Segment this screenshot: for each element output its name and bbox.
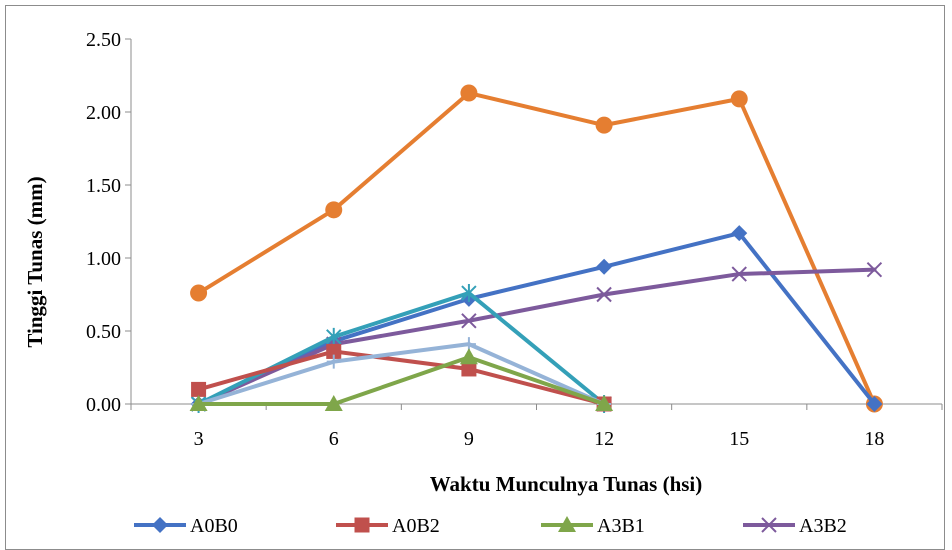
- data-point: [459, 348, 478, 365]
- data-point: [460, 84, 478, 102]
- data-point: [866, 396, 883, 412]
- y-tick-label: 0.00: [86, 394, 121, 416]
- data-point: [866, 261, 883, 278]
- legend: A0B0 A0B2 A3B1 A3B2: [134, 515, 847, 537]
- y-tick-label: 2.50: [86, 29, 121, 51]
- series-line: [196, 91, 877, 406]
- y-tick-label: 1.50: [86, 175, 121, 197]
- legend-label: A3B2: [799, 515, 847, 537]
- x-tick-label: 15: [729, 428, 749, 450]
- series-a3b1: [189, 348, 614, 411]
- legend-marker: [152, 517, 168, 533]
- data-point: [595, 116, 613, 134]
- legend-marker: [354, 517, 370, 533]
- x-axis-ticks: 3 6 9 12 15 18: [130, 404, 943, 450]
- y-tick-label: 2.00: [86, 102, 121, 124]
- data-point: [325, 201, 343, 219]
- legend-marker: [558, 516, 576, 532]
- data-point: [595, 395, 614, 411]
- y-tick-label: 1.00: [86, 248, 121, 270]
- series-line: [196, 231, 877, 406]
- data-point: [731, 266, 747, 282]
- x-tick-label: 12: [594, 428, 614, 450]
- legend-label: A0B0: [190, 515, 238, 537]
- y-axis-ticks: 0.00 0.50 1.00 1.50 2.00 2.50: [86, 29, 131, 416]
- series-line: [196, 342, 607, 406]
- legend-item: A3B2: [743, 515, 847, 537]
- y-tick-label: 0.50: [86, 321, 121, 343]
- series-layer: [189, 84, 883, 413]
- data-point: [596, 286, 612, 303]
- data-point: [191, 381, 207, 397]
- x-tick-label: 18: [864, 428, 884, 450]
- legend-item: A0B2: [336, 515, 440, 537]
- x-axis-title: Waktu Munculnya Tunas (hsi): [430, 472, 703, 496]
- data-point: [731, 225, 748, 242]
- y-axis-title: Tinggi Tunas (mm): [23, 176, 47, 347]
- legend-label: A3B1: [597, 515, 645, 537]
- series-a0b0: [190, 225, 883, 412]
- data-point: [189, 395, 208, 411]
- data-point: [326, 354, 341, 369]
- data-point: [326, 343, 342, 359]
- x-tick-label: 9: [464, 428, 474, 450]
- data-point: [730, 90, 748, 108]
- series-line: [196, 355, 607, 406]
- data-point: [596, 258, 613, 275]
- data-point: [461, 313, 477, 329]
- data-point: [461, 361, 477, 377]
- legend-item: A3B1: [541, 515, 645, 537]
- legend-label: A0B2: [392, 515, 440, 537]
- legend-item: A0B0: [134, 515, 238, 537]
- legend-marker: [761, 517, 777, 533]
- data-point: [324, 395, 343, 411]
- x-tick-label: 3: [194, 428, 204, 450]
- data-point: [461, 284, 477, 303]
- data-point: [326, 327, 342, 346]
- x-tick-label: 6: [329, 428, 339, 450]
- series-line: [196, 349, 607, 406]
- data-point: [190, 284, 208, 302]
- series-line: [196, 267, 877, 406]
